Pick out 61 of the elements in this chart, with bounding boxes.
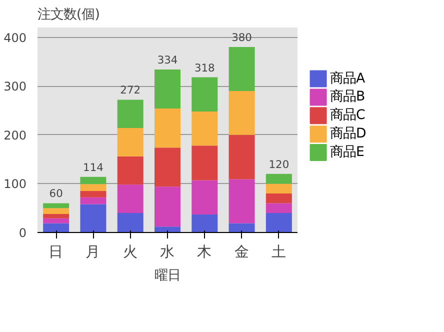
bar [154, 108, 180, 148]
bar [192, 146, 218, 180]
y-tick-label: 100 [4, 177, 26, 192]
total-label: 114 [83, 160, 104, 174]
total-label: 120 [268, 158, 290, 171]
bar [154, 226, 180, 232]
bar [266, 184, 292, 194]
bar [80, 184, 106, 192]
x-tick-label: 木 [197, 244, 212, 260]
bar [192, 111, 218, 146]
bar [80, 204, 106, 232]
y-tick-label: 0 [18, 226, 27, 240]
x-axis-title: 曜日 [154, 268, 180, 284]
x-tick-label: 金 [234, 244, 250, 260]
bar [154, 69, 180, 109]
bar [228, 223, 255, 232]
y-tick-label: 200 [4, 128, 26, 142]
bar [117, 156, 144, 185]
bar [43, 223, 70, 232]
bar [266, 212, 292, 232]
legend-label: 商品D [330, 126, 366, 142]
total-label: 272 [120, 84, 141, 97]
total-label: 318 [194, 61, 216, 74]
bar [192, 77, 218, 112]
bar [154, 186, 180, 227]
bar [266, 193, 292, 204]
total-label: 334 [157, 53, 178, 66]
bar [43, 214, 70, 218]
y-tick-label: 300 [4, 80, 26, 94]
bar [117, 100, 144, 128]
bar [228, 90, 255, 135]
x-tick-label: 月 [86, 244, 101, 260]
x-tick-label: 火 [122, 244, 138, 260]
bar [43, 218, 70, 224]
bar [266, 203, 292, 213]
bar [117, 184, 144, 213]
x-tick-label: 土 [271, 244, 286, 260]
legend-label: 商品B [330, 90, 366, 105]
bar [192, 214, 218, 232]
bar [154, 148, 180, 187]
bar [228, 134, 255, 180]
legend-label: 商品E [330, 145, 364, 160]
bar [80, 191, 106, 198]
legend-label: 商品A [330, 71, 366, 86]
bar [228, 179, 255, 224]
bar [192, 180, 218, 214]
bar [43, 208, 70, 214]
y-axis-title: 注文数(個) [38, 8, 100, 22]
y-tick-label: 400 [4, 30, 26, 45]
total-label: 60 [49, 187, 64, 200]
x-tick-label: 水 [160, 244, 175, 260]
bar [266, 174, 292, 184]
bar [117, 128, 144, 156]
bar [117, 212, 144, 232]
bar [80, 176, 106, 184]
bar [80, 197, 106, 204]
x-tick-label: 日 [48, 244, 64, 260]
total-label: 380 [232, 31, 252, 44]
bar [228, 47, 255, 91]
bar [43, 203, 70, 208]
legend-label: 商品C [330, 108, 366, 124]
